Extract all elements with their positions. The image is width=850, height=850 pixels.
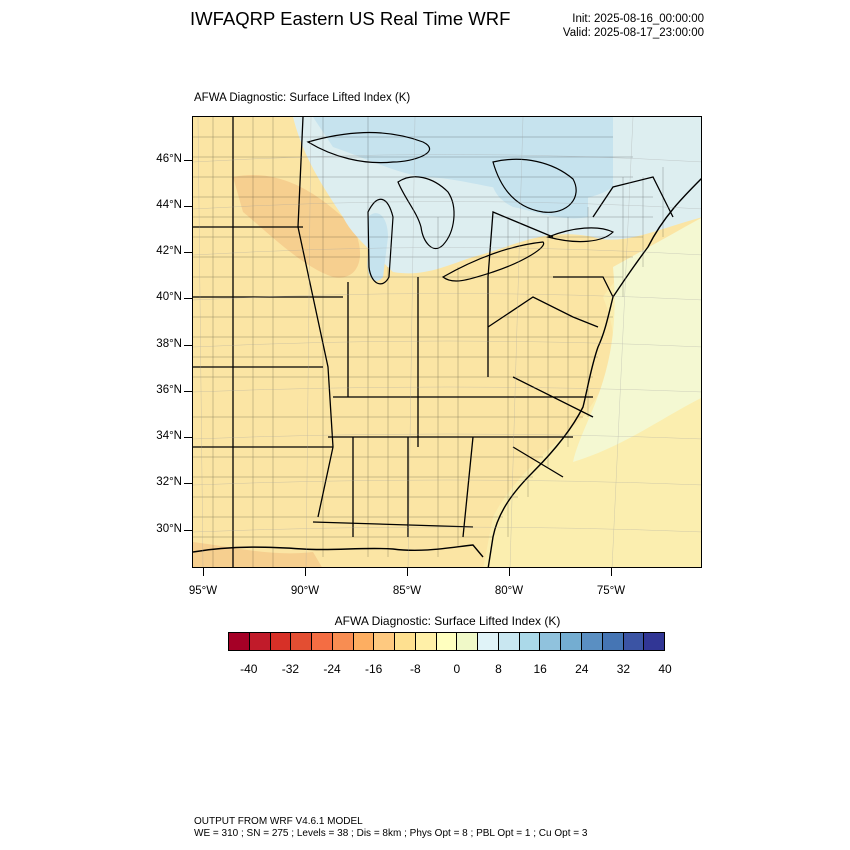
lon-label-85: 85°W [392,585,422,597]
lon-tick [611,568,612,576]
colorbar-label: 8 [495,662,502,676]
colorbar [228,632,665,651]
lake-huron-field [491,160,588,219]
lat-tick [184,206,192,207]
lat-label-42: 42°N [156,245,182,257]
colorbar-box [644,633,665,650]
colorbar-label: 16 [533,662,547,676]
lat-tick [184,391,192,392]
init-time: Init: 2025-08-16_00:00:00 [572,13,704,25]
lon-tick [203,568,204,576]
colorbar-title: AFWA Diagnostic: Surface Lifted Index (K… [334,614,561,628]
lat-label-30: 30°N [156,523,182,535]
lat-label-34: 34°N [156,430,182,442]
colorbar-box [540,633,562,650]
lon-label-90: 90°W [290,585,320,597]
lat-label-38: 38°N [156,338,182,350]
colorbar-box [332,633,354,650]
colorbar-box [478,633,499,650]
lon-label-80: 80°W [494,585,524,597]
lat-tick [184,160,192,161]
lat-tick [184,437,192,438]
colorbar-box [249,633,271,650]
lat-tick [184,483,192,484]
colorbar-box [457,633,479,650]
colorbar-box [519,633,541,650]
atlantic-coastline [487,178,701,567]
warm-region [233,175,361,278]
lat-tick [184,252,192,253]
lat-tick [184,298,192,299]
colorbar-box [498,633,520,650]
lat-tick [184,345,192,346]
colorbar-box [291,633,313,650]
colorbar-box [353,633,375,650]
colorbar-label: -24 [323,662,341,676]
colorbar-box [374,633,396,650]
lat-label-44: 44°N [156,199,182,211]
colorbar-box [561,633,583,650]
lat-label-46: 46°N [156,153,182,165]
colorbar-box [415,633,437,650]
colorbar-label: 40 [658,662,672,676]
colorbar-label: 32 [616,662,631,676]
colorbar-box [582,633,603,650]
colorbar-box [602,633,624,650]
colorbar-label: -8 [409,662,421,676]
lon-tick [407,568,408,576]
colorbar-label: -32 [281,662,300,676]
lifted-index-map [193,117,701,567]
colorbar-label: 0 [453,662,461,676]
colorbar-label: -40 [240,662,258,676]
lat-tick [184,530,192,531]
lat-label-32: 32°N [156,476,182,488]
lon-label-75: 75°W [596,585,626,597]
graticule [193,117,701,567]
lon-tick [305,568,306,576]
footer-config-line: WE = 310 ; SN = 275 ; Levels = 38 ; Dis … [194,828,588,839]
colorbar-box [395,633,416,650]
lat-label-40: 40°N [156,291,182,303]
colorbar-box [436,633,458,650]
footer-model-line: OUTPUT FROM WRF V4.6.1 MODEL [194,816,363,827]
county-grid [193,117,664,567]
map-panel [192,116,702,568]
colorbar-box [229,633,250,650]
lake-michigan-field [367,213,388,281]
colorbar-label: 24 [575,662,589,676]
ocean-far [573,218,701,462]
lon-label-95: 95°W [188,585,218,597]
valid-time: Valid: 2025-08-17_23:00:00 [562,27,704,39]
gulf-coastline [193,544,484,558]
colorbar-box [270,633,292,650]
colorbar-box [312,633,333,650]
lon-tick [509,568,510,576]
lat-label-36: 36°N [156,384,182,396]
plot-title: AFWA Diagnostic: Surface Lifted Index (K… [194,92,411,104]
main-title: IWFAQRP Eastern US Real Time WRF [190,8,511,29]
colorbar-label: -16 [364,662,383,676]
colorbar-box [623,633,645,650]
